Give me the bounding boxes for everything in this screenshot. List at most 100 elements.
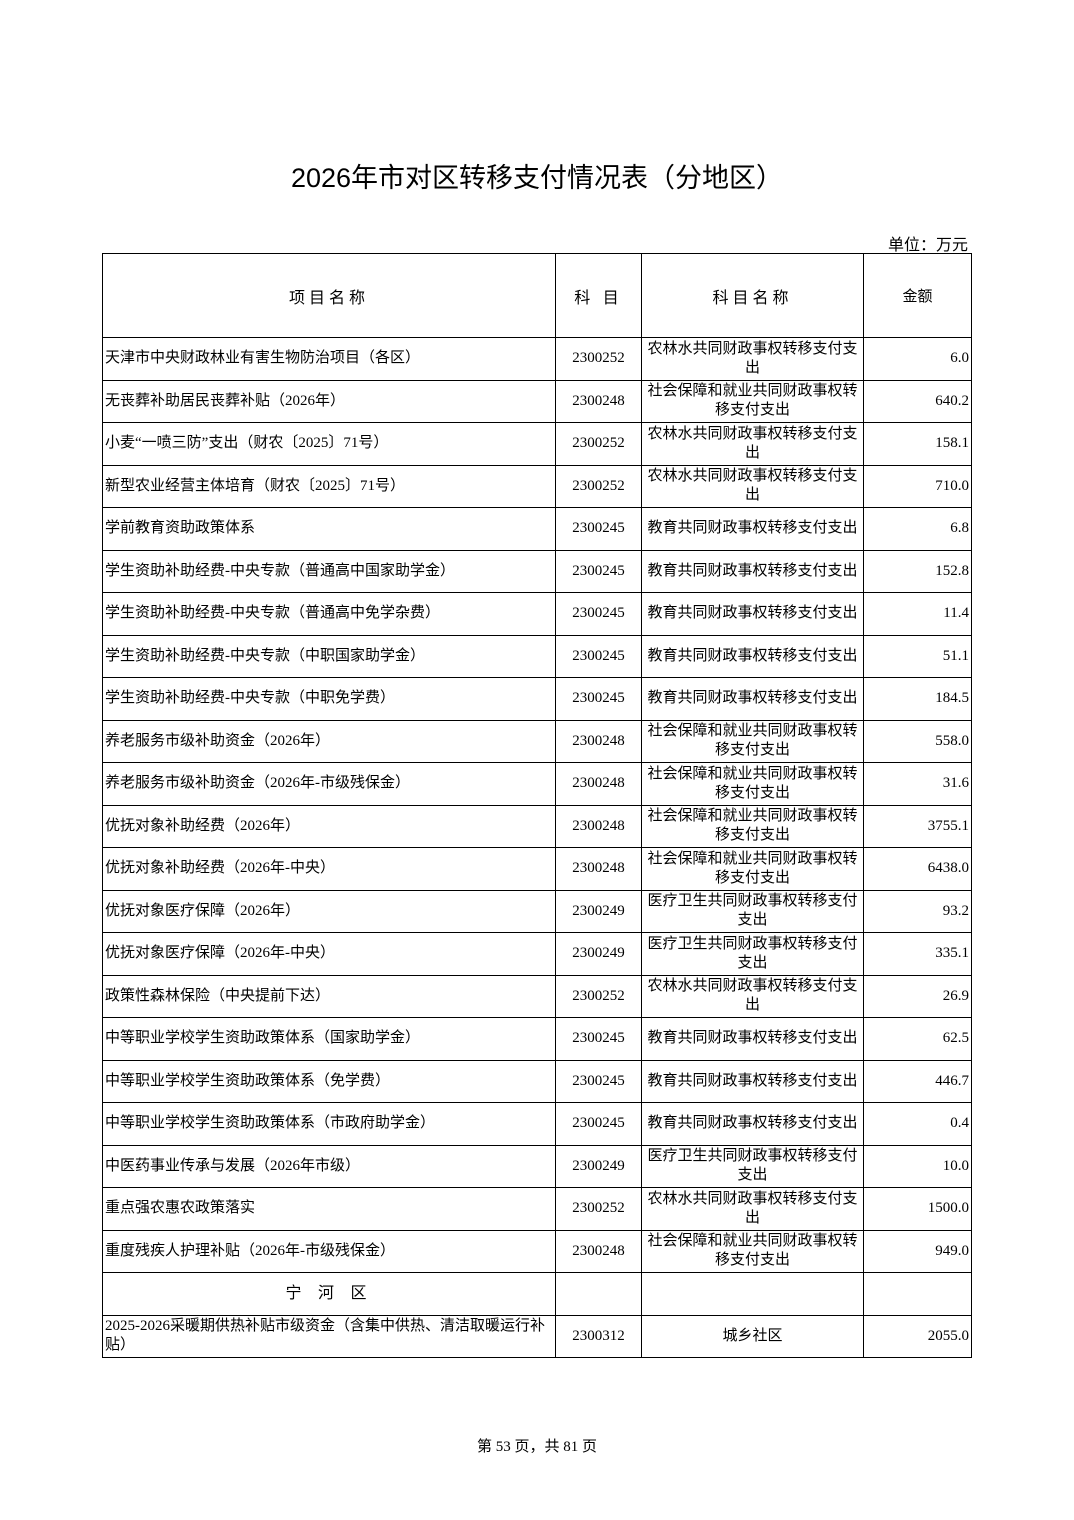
empty-cell <box>555 1272 642 1316</box>
amount-cell: 6.8 <box>863 507 972 551</box>
amount-cell: 0.4 <box>863 1102 972 1146</box>
table-row: 学生资助补助经费-中央专款（普通高中免学杂费） 2300245 教育共同财政事权转移… <box>102 592 972 636</box>
subject-name-cell: 社会保障和就业共同财政事权转移支付支出 <box>641 719 864 763</box>
project-name-cell: 养老服务市级补助资金（2026年-市级残保金） <box>102 762 556 806</box>
subject-name-cell: 社会保障和就业共同财政事权转移支付支出 <box>641 804 864 848</box>
table-row: 2025-2026采暖期供热补贴市级资金（含集中供热、清洁取暖运行补贴） 2300… <box>102 1314 972 1358</box>
project-name-cell: 优抚对象医疗保障（2026年-中央） <box>102 932 556 976</box>
table-row: 政策性森林保险（中央提前下达） 2300252 农林水共同财政事权转移支付支出 26.… <box>102 974 972 1018</box>
header-project-name: 项目名称 <box>102 253 556 338</box>
project-name-cell: 新型农业经营主体培育（财农〔2025〕71号） <box>102 464 556 508</box>
subject-code-cell: 2300252 <box>555 337 642 381</box>
subject-name-cell: 农林水共同财政事权转移支付支出 <box>641 337 864 381</box>
project-name-cell: 重度残疾人护理补贴（2026年-市级残保金） <box>102 1229 556 1273</box>
table-body: 天津市中央财政林业有害生物防治项目（各区） 2300252 农林水共同财政事权转移支… <box>102 337 972 1358</box>
amount-cell: 2055.0 <box>863 1314 972 1358</box>
subject-code-cell: 2300245 <box>555 634 642 678</box>
amount-cell: 31.6 <box>863 762 972 806</box>
table-row: 学生资助补助经费-中央专款（中职免学费） 2300245 教育共同财政事权转移支付支… <box>102 677 972 721</box>
subject-code-cell: 2300312 <box>555 1314 642 1358</box>
project-name-cell: 天津市中央财政林业有害生物防治项目（各区） <box>102 337 556 381</box>
project-name-cell: 中医药事业传承与发展（2026年市级） <box>102 1144 556 1188</box>
table-row: 无丧葬补助居民丧葬补贴（2026年） 2300248 社会保障和就业共同财政事权转移… <box>102 379 972 423</box>
project-name-cell: 优抚对象补助经费（2026年-中央） <box>102 847 556 891</box>
header-subject-name: 科目名称 <box>641 253 864 338</box>
subject-name-cell: 教育共同财政事权转移支付支出 <box>641 634 864 678</box>
amount-cell: 446.7 <box>863 1059 972 1103</box>
project-name-cell: 学生资助补助经费-中央专款（中职国家助学金） <box>102 634 556 678</box>
subject-name-cell: 社会保障和就业共同财政事权转移支付支出 <box>641 1229 864 1273</box>
subject-name-cell: 农林水共同财政事权转移支付支出 <box>641 422 864 466</box>
subject-code-cell: 2300249 <box>555 889 642 933</box>
table-row: 优抚对象补助经费（2026年） 2300248 社会保障和就业共同财政事权转移支付支… <box>102 804 972 848</box>
subject-name-cell: 农林水共同财政事权转移支付支出 <box>641 1187 864 1231</box>
subject-name-cell: 医疗卫生共同财政事权转移支付支出 <box>641 1144 864 1188</box>
project-name-cell: 养老服务市级补助资金（2026年） <box>102 719 556 763</box>
project-name-cell: 优抚对象医疗保障（2026年） <box>102 889 556 933</box>
project-name-cell: 中等职业学校学生资助政策体系（市政府助学金） <box>102 1102 556 1146</box>
project-name-cell: 优抚对象补助经费（2026年） <box>102 804 556 848</box>
subject-code-cell: 2300245 <box>555 677 642 721</box>
subject-name-cell: 教育共同财政事权转移支付支出 <box>641 549 864 593</box>
subject-code-cell: 2300245 <box>555 592 642 636</box>
project-name-cell: 中等职业学校学生资助政策体系（免学费） <box>102 1059 556 1103</box>
subject-code-cell: 2300248 <box>555 1229 642 1273</box>
table-row: 小麦“一喷三防”支出（财农〔2025〕71号） 2300252 农林水共同财政事权转… <box>102 422 972 466</box>
table-row: 优抚对象医疗保障（2026年） 2300249 医疗卫生共同财政事权转移支付支出 93… <box>102 889 972 933</box>
subject-name-cell: 农林水共同财政事权转移支付支出 <box>641 464 864 508</box>
subject-name-cell: 社会保障和就业共同财政事权转移支付支出 <box>641 379 864 423</box>
subject-code-cell: 2300249 <box>555 932 642 976</box>
amount-cell: 558.0 <box>863 719 972 763</box>
table-row: 重度残疾人护理补贴（2026年-市级残保金） 2300248 社会保障和就业共同财政… <box>102 1229 972 1273</box>
table-row: 新型农业经营主体培育（财农〔2025〕71号） 2300252 农林水共同财政事权转… <box>102 464 972 508</box>
subject-name-cell: 社会保障和就业共同财政事权转移支付支出 <box>641 847 864 891</box>
project-name-cell: 学生资助补助经费-中央专款（普通高中国家助学金） <box>102 549 556 593</box>
amount-cell: 26.9 <box>863 974 972 1018</box>
subject-code-cell: 2300248 <box>555 379 642 423</box>
subject-name-cell: 教育共同财政事权转移支付支出 <box>641 1017 864 1061</box>
header-amount: 金额 <box>863 253 972 338</box>
amount-cell: 62.5 <box>863 1017 972 1061</box>
subject-name-cell: 教育共同财政事权转移支付支出 <box>641 1102 864 1146</box>
subject-name-cell: 教育共同财政事权转移支付支出 <box>641 677 864 721</box>
subject-name-cell: 农林水共同财政事权转移支付支出 <box>641 974 864 1018</box>
project-name-cell: 政策性森林保险（中央提前下达） <box>102 974 556 1018</box>
amount-cell: 10.0 <box>863 1144 972 1188</box>
project-name-cell: 学生资助补助经费-中央专款（中职免学费） <box>102 677 556 721</box>
table-row: 中等职业学校学生资助政策体系（国家助学金） 2300245 教育共同财政事权转移支付… <box>102 1017 972 1061</box>
table-row: 养老服务市级补助资金（2026年） 2300248 社会保障和就业共同财政事权转移支… <box>102 719 972 763</box>
transfer-payment-table: 项目名称 科 目 科目名称 金额 天津市中央财政林业有害生物防治项目（各区） 23… <box>102 253 972 1358</box>
subject-name-cell: 教育共同财政事权转移支付支出 <box>641 592 864 636</box>
project-name-cell: 学前教育资助政策体系 <box>102 507 556 551</box>
page-footer: 第 53 页，共 81 页 <box>476 1439 597 1455</box>
table-row: 重点强农惠农政策落实 2300252 农林水共同财政事权转移支付支出 1500.0 <box>102 1187 972 1231</box>
subject-code-cell: 2300252 <box>555 422 642 466</box>
table-row: 学生资助补助经费-中央专款（普通高中国家助学金） 2300245 教育共同财政事权转… <box>102 549 972 593</box>
subject-name-cell: 社会保障和就业共同财政事权转移支付支出 <box>641 762 864 806</box>
subject-code-cell: 2300252 <box>555 974 642 1018</box>
amount-cell: 640.2 <box>863 379 972 423</box>
header-row: 项目名称 科 目 科目名称 金额 <box>102 253 972 338</box>
amount-cell: 710.0 <box>863 464 972 508</box>
page-title: 2026年市对区转移支付情况表（分地区） <box>290 163 784 193</box>
subject-code-cell: 2300245 <box>555 507 642 551</box>
header-subject-code: 科 目 <box>555 253 642 338</box>
project-name-cell: 重点强农惠农政策落实 <box>102 1187 556 1231</box>
amount-cell: 1500.0 <box>863 1187 972 1231</box>
amount-cell: 51.1 <box>863 634 972 678</box>
amount-cell: 93.2 <box>863 889 972 933</box>
table-row: 学生资助补助经费-中央专款（中职国家助学金） 2300245 教育共同财政事权转移支… <box>102 634 972 678</box>
subject-code-cell: 2300252 <box>555 464 642 508</box>
table-row: 中等职业学校学生资助政策体系（市政府助学金） 2300245 教育共同财政事权转移支… <box>102 1102 972 1146</box>
subject-code-cell: 2300252 <box>555 1187 642 1231</box>
empty-cell <box>641 1272 864 1316</box>
empty-cell <box>863 1272 972 1316</box>
amount-cell: 184.5 <box>863 677 972 721</box>
amount-cell: 6.0 <box>863 337 972 381</box>
project-name-cell: 小麦“一喷三防”支出（财农〔2025〕71号） <box>102 422 556 466</box>
district-header-row: 宁 河 区 <box>102 1272 972 1316</box>
project-name-cell: 学生资助补助经费-中央专款（普通高中免学杂费） <box>102 592 556 636</box>
amount-cell: 152.8 <box>863 549 972 593</box>
subject-code-cell: 2300245 <box>555 549 642 593</box>
subject-code-cell: 2300248 <box>555 804 642 848</box>
